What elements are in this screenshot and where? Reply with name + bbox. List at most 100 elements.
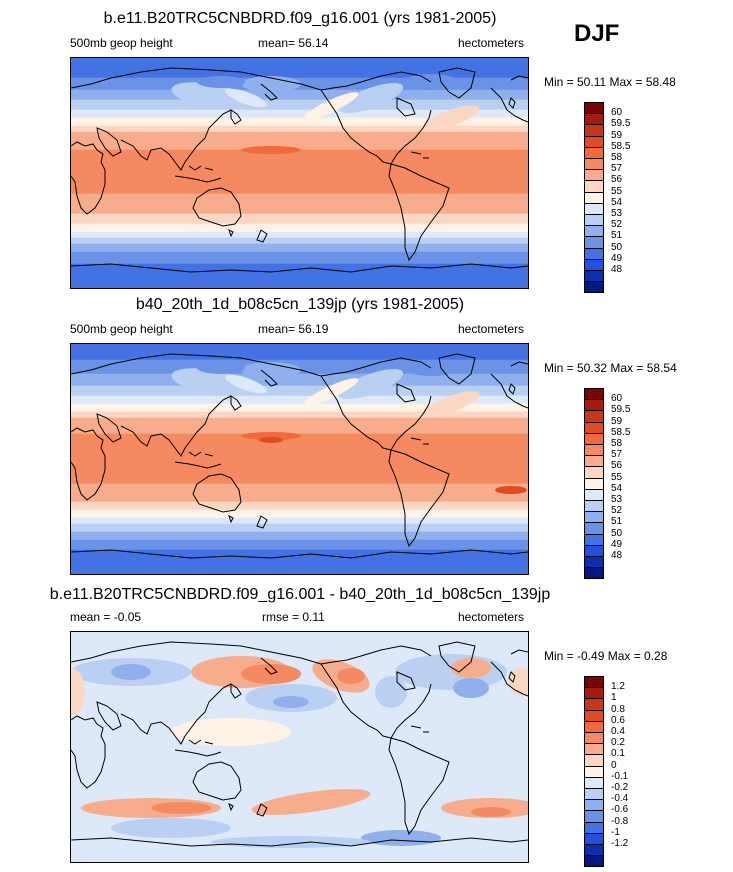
colorbar-label: -1 [611,826,620,838]
field-band [71,557,528,561]
field-anomaly [451,658,491,678]
panel-1-field-blobs [171,74,480,154]
field-band [71,227,528,231]
coastline [410,437,429,445]
field-band [71,427,528,431]
colorbar-label: 50 [611,527,623,539]
coastline [71,549,528,559]
field-anomaly [303,378,359,406]
field-anomaly [225,88,267,108]
field-band [71,475,528,479]
field-band [71,371,528,375]
field-band [71,205,528,209]
field-band [71,105,528,109]
field-band [71,249,528,253]
colorbar-label: 52 [611,505,623,517]
field-band [71,455,528,459]
field-band [71,91,528,95]
field-band [71,387,528,391]
colorbar-label: 59.5 [611,404,631,416]
field-band [71,269,528,273]
field-band [71,187,528,191]
field-band [71,361,528,365]
coastline [438,641,476,673]
colorbar-label: 54 [611,196,623,208]
coastline [188,739,214,745]
field-band [71,247,528,251]
field-band [71,107,528,111]
field-band [71,219,528,223]
field-band [71,535,528,539]
colorbar-label: 60 [611,393,623,405]
panel-3-rmse-label: rmse = 0.11 [262,610,325,624]
field-band [71,439,528,443]
field-band [71,157,528,161]
field-band [71,429,528,433]
coastline [438,67,476,99]
field-band [71,231,528,235]
field-band [71,103,528,107]
field-anomaly [453,678,489,698]
colorbar-label: 58.5 [611,140,631,152]
field-band [71,191,528,195]
field-band [71,271,528,275]
coastline [490,661,528,697]
field-band [71,571,528,574]
field-band [71,541,528,545]
field-anomaly [375,676,407,708]
field-band [71,101,528,105]
colorbar-label: -0.2 [611,782,629,793]
coastline [120,109,232,171]
coastline [508,97,516,109]
field-band [71,137,528,141]
field-band [71,483,528,487]
colorbar-label: 58.5 [611,426,631,438]
field-band [71,171,528,175]
field-band [71,383,528,387]
field-anomaly [395,654,507,690]
field-band [71,243,528,247]
field-band [71,425,528,429]
colorbar-label: 48 [611,264,623,275]
field-band [71,381,528,385]
field-band [71,441,528,445]
field-band [71,497,528,501]
field-band [71,487,528,491]
colorbar-label: 59 [611,129,623,141]
field-band [71,409,528,413]
field-band [71,79,528,83]
field-band [71,525,528,529]
field-band [71,65,528,69]
field-band [71,413,528,417]
colorbar-label: 0.4 [611,726,625,737]
field-band [71,169,528,173]
field-band [71,345,528,349]
field-anomaly [495,486,527,494]
field-band [71,509,528,513]
panel-2-coastlines [71,353,528,559]
field-band [71,459,528,463]
field-band [71,279,528,283]
field-band [71,273,528,277]
colorbar-swatch [584,855,604,868]
panel-2-map-svg [71,344,528,574]
field-band [71,495,528,499]
colorbar-label: 49 [611,252,623,264]
coastline [260,369,278,387]
field-band [71,365,528,369]
field-band [71,467,528,471]
coastline [192,761,242,801]
colorbar-label: 51 [611,516,623,528]
field-band [71,223,528,227]
field-band [71,485,528,489]
coastline [388,737,450,836]
field-band [71,431,528,435]
field-band [71,239,528,243]
field-band [71,373,528,377]
coastline [71,353,322,377]
field-band [71,235,528,239]
field-band [71,143,528,147]
field-band [71,389,528,393]
field-band [71,449,528,453]
colorbar-label: 0.6 [611,714,625,726]
